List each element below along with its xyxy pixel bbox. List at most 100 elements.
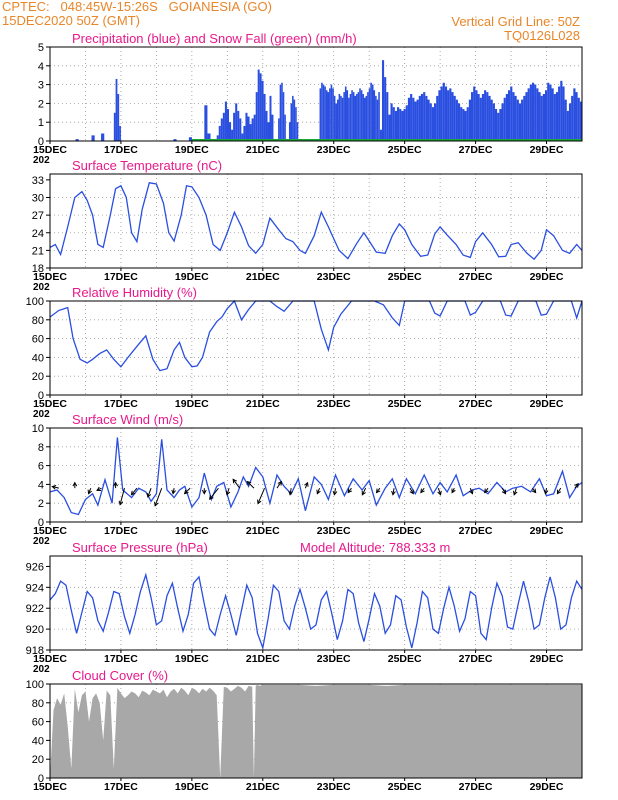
precip-bar (375, 95, 377, 141)
precip-bar (577, 97, 580, 141)
wind-arrow (246, 481, 255, 489)
wind-arrow-head (51, 485, 57, 490)
precip-bar (388, 114, 391, 141)
wind-arrow-head (257, 499, 262, 505)
precip-bar (204, 105, 208, 141)
wind-arrow (209, 487, 219, 500)
precip-bar (512, 92, 515, 141)
wind-arrow-head (209, 495, 214, 500)
precip-bar (427, 99, 430, 141)
precip-bar (218, 125, 221, 141)
y-tick-label: 21 (32, 245, 44, 257)
precip-bar (360, 90, 363, 141)
precip-bar (381, 60, 385, 141)
precip-bar (494, 109, 498, 141)
wind-arrow (556, 487, 562, 494)
panel-frame (49, 173, 583, 269)
precip-bar (222, 112, 225, 141)
precip-bar (263, 94, 266, 141)
panel-frame (49, 427, 583, 523)
precip-bar (293, 99, 296, 141)
x-tick-label: 15DEC (33, 398, 67, 410)
precip-bar (562, 86, 565, 141)
panel-pressure (46, 555, 583, 653)
precip-bar (384, 77, 387, 141)
precip-bar (235, 103, 238, 141)
precip-bar (207, 133, 211, 141)
y-tick-label: 33 (32, 175, 44, 187)
wind-arrow-head (118, 500, 124, 506)
y-tick-label: 924 (26, 582, 44, 594)
precip-bar (245, 112, 248, 141)
precip-bar (371, 84, 374, 141)
wind-arrow-head (87, 489, 92, 495)
precip-bar (282, 92, 285, 141)
y-tick-label: 40 (32, 352, 44, 364)
precip-bar (352, 92, 355, 141)
x-tick-label: 15DEC (33, 781, 67, 793)
precip-bar (117, 94, 120, 141)
precip-bar (267, 122, 270, 141)
wind-arrow-head (130, 490, 136, 496)
precip-bar (224, 101, 227, 141)
wind-arrow-head (469, 489, 474, 495)
precip-bar (75, 139, 79, 141)
precip-bar (455, 99, 458, 141)
precip-bar (255, 92, 258, 141)
precip-bar (349, 94, 352, 141)
y-tick-label: 4 (38, 61, 44, 73)
x-tick-label: 17DEC (104, 144, 138, 156)
precip-bar (403, 109, 406, 141)
y-tick-label: 60 (32, 334, 44, 346)
precip-bar (468, 99, 472, 141)
precip-bar (473, 86, 476, 141)
precip-bar (529, 84, 532, 141)
precip-bar (514, 95, 517, 141)
precip-bar (257, 69, 260, 141)
x-tick-label: 17DEC (104, 525, 138, 537)
precip-bar (527, 88, 530, 141)
wind-arrow-head (543, 489, 549, 495)
wind-arrow-head (201, 489, 207, 495)
precip-bar (418, 95, 421, 141)
wind-arrow-head (288, 490, 293, 496)
year-label: 202 (33, 409, 50, 420)
precip-bar (324, 86, 326, 141)
precip-bar (239, 118, 242, 141)
precip-bar (271, 114, 274, 141)
precip-bar (373, 90, 376, 141)
precip-bar (329, 88, 331, 141)
x-tick-label: 17DEC (104, 653, 138, 665)
precip-bar (553, 94, 556, 141)
precip-bar (401, 110, 404, 141)
precip-bar (332, 88, 334, 141)
x-tick-label: 19DEC (175, 271, 209, 283)
precip-bar (392, 107, 395, 141)
precip-bar (351, 90, 353, 141)
precip-bar (265, 110, 268, 141)
precip-bar (551, 88, 554, 141)
precip-bar (292, 95, 294, 141)
precip-bar (325, 90, 328, 141)
precip-bar (241, 133, 244, 141)
wind-arrow-head (556, 489, 562, 495)
y-tick-label: 0 (38, 773, 44, 785)
wind-arrow-head (316, 489, 321, 495)
precip-bar (431, 107, 435, 141)
wind-arrow-head (347, 488, 353, 494)
precip-bar (549, 84, 552, 141)
wind-arrow (276, 481, 282, 489)
x-tick-label: 25DEC (388, 144, 422, 156)
x-tick-label: 21DEC (246, 271, 280, 283)
precip-bar (341, 97, 344, 141)
precip-bar (484, 90, 487, 141)
wind-arrow (131, 487, 138, 496)
wind-arrow (119, 488, 125, 505)
wind-arrow-head (437, 490, 442, 496)
y-tick-label: 2 (38, 498, 44, 510)
wind-arrow (257, 487, 266, 504)
wind-arrow (409, 487, 414, 494)
year-label: 202 (33, 155, 50, 166)
x-tick-label: 21DEC (246, 653, 280, 665)
year-label: 202 (33, 664, 50, 675)
